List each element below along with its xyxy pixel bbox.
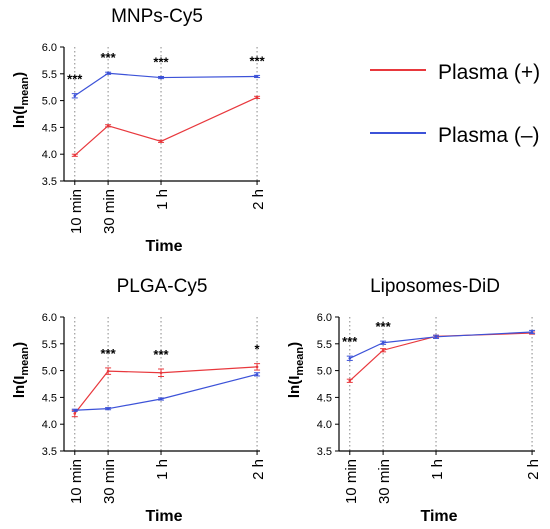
- data-point: [381, 348, 385, 352]
- chart-panel-2: PLGA-Cy5 ln(Imean) 3.5 4.0 4.5 5.0 5.5 6.0 10 mi…: [11, 276, 267, 525]
- y-tick-label: 4.0: [42, 419, 57, 431]
- significance-annotation: ***: [376, 319, 392, 334]
- y-axis-label-subscript: mean: [19, 77, 31, 106]
- significance-annotation: ***: [249, 53, 265, 68]
- significance-annotation: ***: [342, 334, 358, 349]
- series-line-2: [74, 72, 258, 97]
- series-line-2: [349, 331, 533, 359]
- data-point: [348, 379, 352, 383]
- y-tick-label: 6.0: [42, 42, 57, 54]
- x-tick-label: 1 h: [154, 459, 171, 480]
- chart-panel-3: Liposomes-DiD ln(Imean) 3.5 4.0 4.5 5.0 5.5 6.0…: [286, 276, 542, 525]
- y-tick-label: 4.0: [317, 419, 332, 431]
- y-axis-label-close: ): [11, 72, 28, 77]
- legend: Plasma (+) Plasma (–): [370, 61, 540, 147]
- data-point: [255, 96, 259, 99]
- data-point: [159, 397, 163, 401]
- y-tick-label: 4.5: [317, 392, 332, 404]
- y-tick-label: 4.5: [42, 122, 57, 134]
- significance-annotation: ***: [153, 347, 169, 362]
- y-tick-label: 4.0: [42, 149, 57, 161]
- x-tick-label: 10 min: [343, 459, 360, 504]
- data-point: [159, 76, 163, 79]
- x-tick-label: 1 h: [429, 459, 446, 480]
- y-tick-label: 6.0: [42, 312, 57, 324]
- y-axis-label-main: ln(I: [286, 376, 303, 399]
- x-axis-label: Time: [145, 238, 182, 255]
- y-axis-label: ln(Imean): [11, 72, 31, 128]
- y-tick-label: 3.5: [42, 176, 57, 188]
- data-point: [255, 365, 259, 369]
- series-line-1: [349, 332, 533, 382]
- x-tick-label: 2 h: [250, 189, 267, 210]
- y-tick-label: 5.0: [42, 366, 57, 378]
- y-tick-label: 3.5: [317, 446, 332, 458]
- significance-annotation: ***: [153, 54, 169, 69]
- data-point: [106, 71, 110, 75]
- y-tick-label: 4.5: [42, 392, 57, 404]
- chart-title: MNPs-Cy5: [111, 6, 203, 27]
- y-axis-label: ln(Imean): [286, 342, 306, 398]
- data-point: [255, 75, 259, 78]
- legend-label-plasma-plus: Plasma (+): [438, 61, 540, 84]
- data-point: [159, 140, 163, 143]
- data-point: [73, 408, 77, 412]
- chart-title: Liposomes-DiD: [370, 276, 500, 297]
- data-point: [348, 356, 352, 360]
- significance-annotation: ***: [101, 346, 117, 361]
- data-point: [106, 369, 110, 373]
- data-point: [530, 330, 534, 334]
- y-axis-label-main: ln(I: [11, 376, 28, 399]
- data-point: [73, 412, 77, 415]
- y-tick-label: 5.5: [42, 69, 57, 81]
- chart-title: PLGA-Cy5: [117, 276, 208, 297]
- x-axis-label: Time: [145, 508, 182, 525]
- x-tick-label: 30 min: [101, 459, 118, 504]
- data-point: [255, 373, 259, 376]
- series-line-1: [74, 96, 258, 156]
- y-axis-label-main: ln(I: [11, 106, 28, 129]
- x-tick-label: 10 min: [68, 459, 85, 504]
- significance-annotation: ***: [67, 72, 83, 87]
- y-axis-label-close: ): [11, 342, 28, 347]
- significance-annotation: *: [255, 342, 261, 357]
- data-point: [381, 341, 385, 345]
- y-axis-label-subscript: mean: [19, 347, 31, 376]
- data-point: [106, 407, 110, 410]
- x-tick-label: 30 min: [376, 459, 393, 504]
- data-point: [73, 153, 77, 157]
- data-point: [106, 124, 110, 128]
- y-tick-label: 3.5: [42, 446, 57, 458]
- y-tick-label: 5.5: [317, 339, 332, 351]
- x-tick-label: 2 h: [250, 459, 267, 480]
- data-point: [159, 371, 163, 375]
- x-tick-label: 10 min: [68, 189, 85, 234]
- data-point: [73, 94, 77, 98]
- y-tick-label: 5.0: [317, 366, 332, 378]
- x-axis-label: Time: [420, 508, 457, 525]
- y-axis-label-subscript: mean: [294, 347, 306, 376]
- y-tick-label: 5.5: [42, 339, 57, 351]
- y-axis-label: ln(Imean): [11, 342, 31, 398]
- y-tick-label: 6.0: [317, 312, 332, 324]
- data-point: [434, 335, 438, 339]
- y-axis-label-close: ): [286, 342, 303, 347]
- x-tick-label: 1 h: [154, 189, 171, 210]
- series-line-2: [74, 373, 258, 411]
- series-line-1: [74, 366, 258, 414]
- y-tick-label: 5.0: [42, 96, 57, 108]
- chart-panel-1: MNPs-Cy5 ln(Imean) 3.5 4.0 4.5 5.0 5.5 6.0 10 mi…: [11, 6, 267, 255]
- significance-annotation: ***: [101, 50, 117, 65]
- x-tick-label: 30 min: [101, 189, 118, 234]
- x-tick-label: 2 h: [525, 459, 542, 480]
- legend-label-plasma-minus: Plasma (–): [438, 124, 540, 147]
